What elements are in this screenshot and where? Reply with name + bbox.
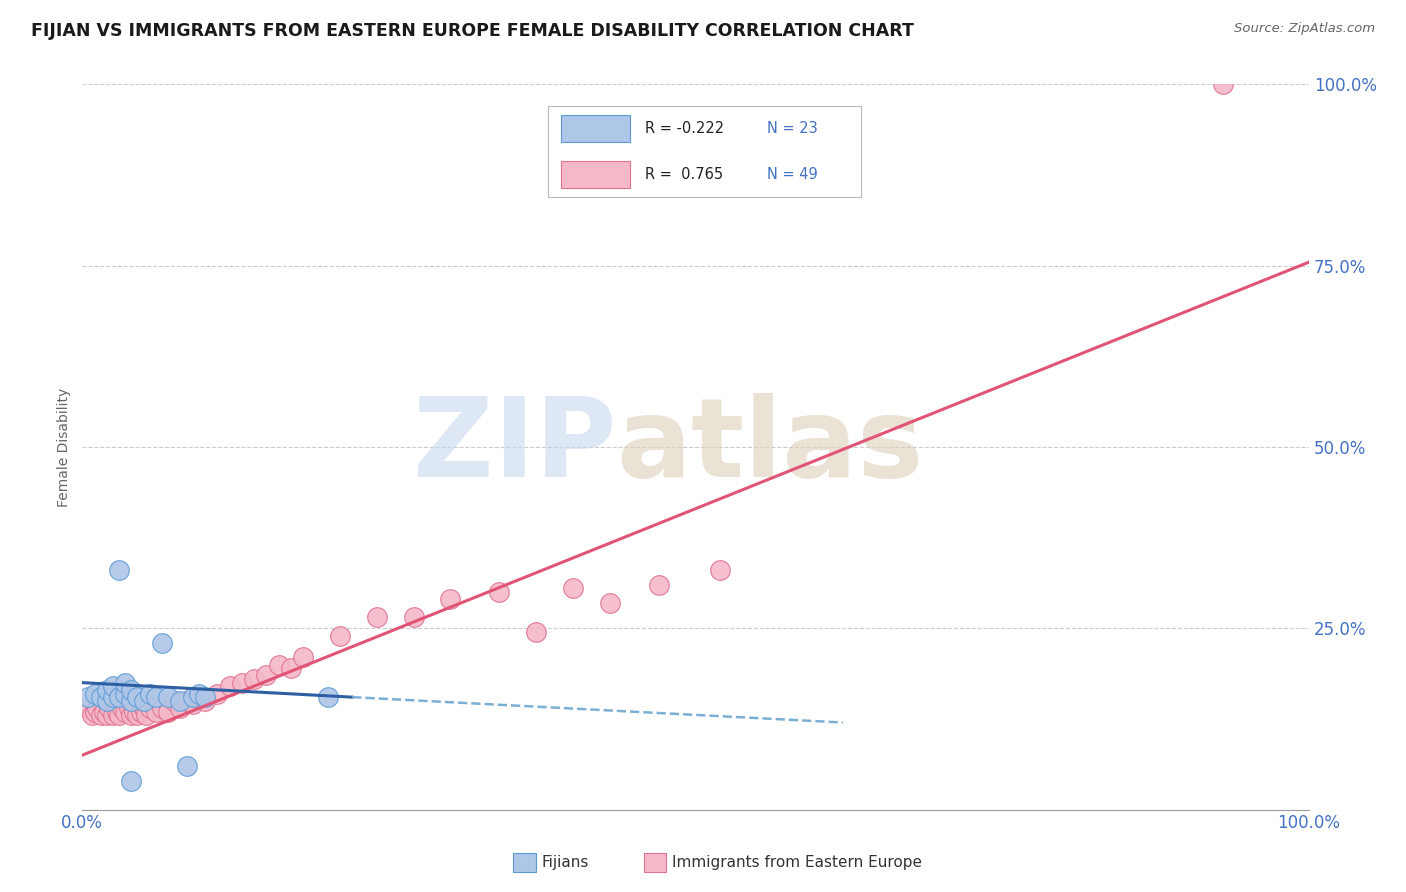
- Point: [329, 628, 352, 642]
- Point: [122, 705, 145, 719]
- Point: [150, 701, 173, 715]
- Point: [648, 578, 671, 592]
- Point: [524, 624, 547, 639]
- Point: [120, 682, 142, 697]
- Point: [114, 686, 136, 700]
- Point: [280, 661, 302, 675]
- Text: Immigrants from Eastern Europe: Immigrants from Eastern Europe: [672, 855, 922, 870]
- Point: [120, 694, 142, 708]
- Point: [157, 690, 180, 705]
- Point: [101, 690, 124, 705]
- Text: Source: ZipAtlas.com: Source: ZipAtlas.com: [1234, 22, 1375, 36]
- Point: [187, 686, 209, 700]
- Point: [86, 701, 108, 715]
- Point: [90, 690, 112, 705]
- Point: [110, 701, 132, 715]
- Point: [120, 708, 142, 723]
- Point: [194, 694, 217, 708]
- Point: [101, 679, 124, 693]
- Point: [176, 759, 198, 773]
- Point: [77, 690, 100, 705]
- Point: [709, 563, 731, 577]
- Point: [127, 690, 149, 705]
- Text: FIJIAN VS IMMIGRANTS FROM EASTERN EUROPE FEMALE DISABILITY CORRELATION CHART: FIJIAN VS IMMIGRANTS FROM EASTERN EUROPE…: [31, 22, 914, 40]
- Point: [488, 585, 510, 599]
- Text: atlas: atlas: [616, 393, 924, 500]
- Point: [132, 701, 155, 715]
- Point: [316, 690, 339, 705]
- Point: [231, 675, 253, 690]
- Point: [83, 686, 105, 700]
- Point: [101, 708, 124, 723]
- Point: [77, 701, 100, 715]
- Point: [118, 701, 141, 715]
- Point: [267, 657, 290, 672]
- Point: [96, 708, 118, 723]
- Point: [207, 686, 229, 700]
- Point: [169, 701, 191, 715]
- Point: [132, 694, 155, 708]
- Point: [82, 708, 104, 723]
- Point: [120, 773, 142, 788]
- Point: [599, 596, 621, 610]
- Point: [135, 708, 157, 723]
- Point: [366, 610, 388, 624]
- Point: [150, 636, 173, 650]
- Point: [402, 610, 425, 624]
- Point: [145, 690, 167, 705]
- Point: [108, 708, 131, 723]
- Point: [157, 705, 180, 719]
- Point: [169, 694, 191, 708]
- Point: [292, 650, 315, 665]
- Point: [114, 705, 136, 719]
- Point: [93, 705, 115, 719]
- Point: [187, 690, 209, 705]
- Point: [439, 592, 461, 607]
- Point: [96, 694, 118, 708]
- Point: [114, 675, 136, 690]
- Point: [129, 705, 152, 719]
- Point: [243, 672, 266, 686]
- Point: [181, 698, 204, 712]
- Point: [139, 701, 162, 715]
- Point: [1212, 78, 1234, 92]
- Point: [108, 563, 131, 577]
- Point: [176, 694, 198, 708]
- Point: [83, 705, 105, 719]
- Point: [139, 686, 162, 700]
- Point: [181, 690, 204, 705]
- Text: ZIP: ZIP: [412, 393, 616, 500]
- Point: [105, 705, 128, 719]
- Point: [218, 679, 240, 693]
- Text: Fijians: Fijians: [541, 855, 589, 870]
- Point: [145, 705, 167, 719]
- Point: [96, 682, 118, 697]
- Point: [163, 694, 186, 708]
- Point: [90, 708, 112, 723]
- Point: [254, 668, 277, 682]
- Y-axis label: Female Disability: Female Disability: [58, 387, 72, 507]
- Point: [127, 708, 149, 723]
- Point: [108, 690, 131, 705]
- Point: [98, 701, 121, 715]
- Point: [194, 690, 217, 705]
- Point: [562, 582, 585, 596]
